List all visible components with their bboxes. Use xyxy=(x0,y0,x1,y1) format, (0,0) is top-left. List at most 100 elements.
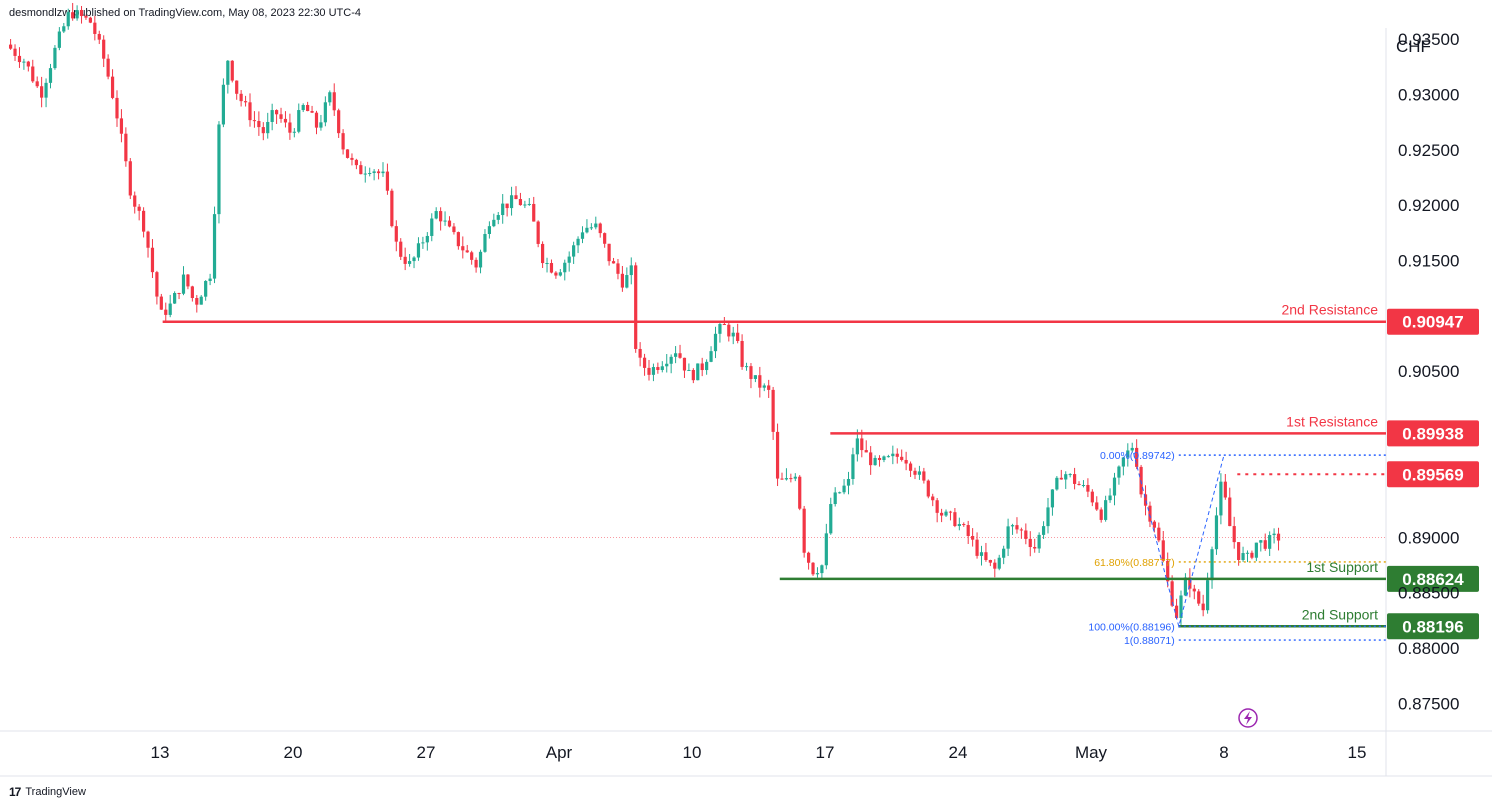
time-axis: 13 20 27 Apr 10 17 24 May 8 15 xyxy=(151,743,1367,762)
candle-body xyxy=(900,456,904,460)
candle-body xyxy=(789,478,793,480)
candle-body xyxy=(838,492,842,494)
candle-body xyxy=(673,353,678,357)
candle-body xyxy=(762,385,766,388)
candle-body xyxy=(523,204,527,206)
level-label-4: 2nd Support xyxy=(1302,606,1378,622)
candle-body xyxy=(944,511,948,516)
candle-body xyxy=(235,80,239,94)
candle-body xyxy=(775,431,780,479)
candle-body xyxy=(221,84,225,125)
candle-body xyxy=(110,76,115,98)
candle-body xyxy=(514,195,518,200)
candle-body xyxy=(638,348,642,358)
candle-body xyxy=(1241,553,1245,560)
candle-body xyxy=(1033,547,1037,549)
level-label-3: 1st Support xyxy=(1306,559,1378,575)
candle-body xyxy=(421,242,425,244)
candle-body xyxy=(975,539,979,556)
candle-body xyxy=(381,171,385,174)
candle-body xyxy=(106,58,110,77)
candle-body xyxy=(274,110,279,115)
candle-body xyxy=(647,367,651,375)
candle-body xyxy=(1086,485,1090,492)
candle-body xyxy=(611,261,616,264)
candle-body xyxy=(332,92,336,111)
candle-body xyxy=(1081,485,1086,487)
candle-body xyxy=(554,272,558,276)
footer-brand: TradingView xyxy=(25,786,86,798)
candle-body xyxy=(1064,474,1068,480)
candle-body xyxy=(35,81,39,87)
level-price-badge-3 xyxy=(1387,565,1479,592)
price-tick-7: 0.88500 xyxy=(1398,584,1459,603)
candle-body xyxy=(416,243,421,258)
candle-body xyxy=(252,120,257,122)
footer: 17 TradingView xyxy=(9,785,86,799)
candle-body xyxy=(687,369,691,371)
candle-body xyxy=(407,261,412,264)
candle-body xyxy=(851,454,855,479)
candle-body xyxy=(1237,542,1241,560)
candle-body xyxy=(913,470,917,475)
candle-body xyxy=(869,452,873,466)
candle-body xyxy=(412,257,416,262)
time-tick-8: 8 xyxy=(1219,743,1228,762)
candle-body xyxy=(758,375,762,388)
candle-body xyxy=(350,157,354,160)
candle-body xyxy=(133,195,137,207)
candle-body xyxy=(651,367,656,375)
candle-body xyxy=(1072,474,1077,484)
candle-body xyxy=(1028,538,1032,548)
candle-body xyxy=(882,456,886,461)
fib-label-0: 0.00%(0.89742) xyxy=(1100,450,1175,462)
fibonacci-retracement: 0.00%(0.89742) 61.80%(0.88777) 100.00%(0.8… xyxy=(1088,450,1386,647)
candle-body xyxy=(22,61,26,63)
price-tick-3: 0.92000 xyxy=(1398,196,1459,215)
candle-body xyxy=(190,286,194,299)
candle-body xyxy=(1143,494,1148,506)
candle-body xyxy=(1121,457,1125,467)
candle-body xyxy=(501,203,505,216)
candle-body xyxy=(288,122,292,133)
candle-body xyxy=(518,199,523,206)
candle-body xyxy=(1050,489,1055,508)
candle-body xyxy=(204,280,208,297)
candle-body xyxy=(345,149,350,158)
candle-body xyxy=(855,438,859,455)
candle-body xyxy=(545,263,549,265)
time-tick-1: 20 xyxy=(284,743,303,762)
candle-body xyxy=(1183,577,1188,596)
candle-body xyxy=(740,340,744,367)
candle-body xyxy=(833,492,837,505)
fib-label-3: 1(0.88071) xyxy=(1124,635,1175,647)
candle-body xyxy=(984,552,988,561)
candle-body xyxy=(669,356,673,364)
candle-body xyxy=(1015,525,1019,530)
candle-body xyxy=(443,220,447,222)
time-tick-3: Apr xyxy=(546,743,573,762)
candle-body xyxy=(173,292,177,304)
candle-body xyxy=(1250,552,1254,558)
time-tick-9: 15 xyxy=(1348,743,1367,762)
candle-body xyxy=(363,173,367,175)
candle-body xyxy=(1099,509,1103,520)
candle-body xyxy=(1276,533,1281,541)
chart-icons xyxy=(1238,708,1258,728)
candle-body xyxy=(297,110,301,132)
candle-body xyxy=(1174,605,1179,618)
price-tick-4: 0.91500 xyxy=(1398,251,1459,270)
candle-body xyxy=(860,438,864,451)
candle-body xyxy=(354,159,358,166)
candle-body xyxy=(696,363,700,381)
candle-body xyxy=(84,16,88,18)
candle-body xyxy=(1192,588,1196,592)
level-price-text-1: 0.89938 xyxy=(1402,424,1463,443)
candle-body xyxy=(727,324,731,337)
candle-body xyxy=(1055,477,1059,490)
candle-body xyxy=(1219,481,1223,516)
candle-body xyxy=(1179,595,1183,618)
time-tick-2: 27 xyxy=(417,743,436,762)
support-resistance-levels: 2nd Resistance 0.90947 1st Resistance 0.899… xyxy=(162,302,1479,640)
